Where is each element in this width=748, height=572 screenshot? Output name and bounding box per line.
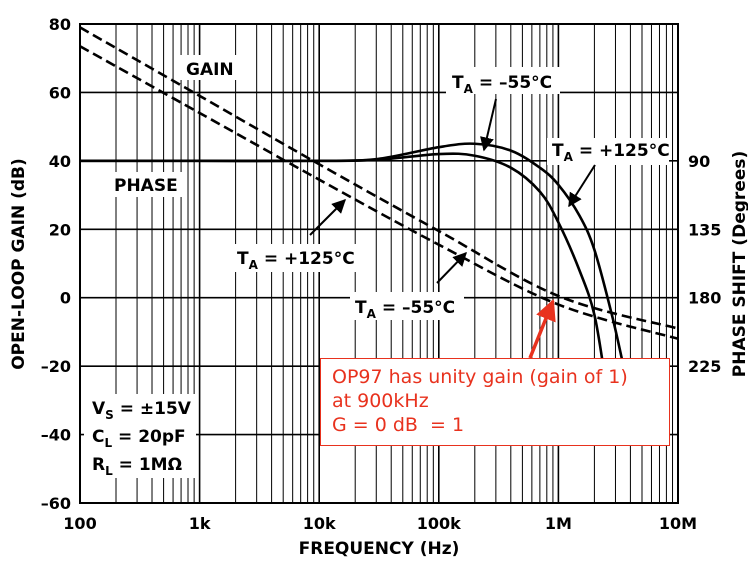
phase-tick-label: 135 [688, 220, 721, 239]
x-tick-label: 100 [63, 514, 96, 533]
callout-line-2: at 900kHz [332, 390, 429, 412]
phase-tick-label: 180 [688, 289, 721, 308]
condition-cl: CL = 20pF [92, 427, 186, 450]
x-tick-label: 100k [417, 514, 461, 533]
gain-label: GAIN [186, 60, 234, 80]
x-axis-title: FREQUENCY (Hz) [299, 539, 460, 559]
tick-labels: 100 1k 10k 100k 1M 10M 80 60 40 20 0 –20 –40 –60 90 135… [41, 15, 722, 533]
series-line-4 [80, 152, 617, 435]
y-axis-title-left: OPEN-LOOP GAIN (dB) [9, 158, 29, 370]
callout-arrow [528, 299, 556, 359]
ta-minus55-top-label: TA = –55°C [452, 73, 552, 96]
y-tick-label: 0 [60, 289, 71, 308]
plot-frame [79, 23, 679, 504]
y-axis-title-right: PHASE SHIFT (Degrees) [730, 151, 748, 377]
phase-label: PHASE [114, 176, 178, 196]
callout-line-1: OP97 has unity gain (gain of 1) [332, 366, 628, 388]
y-tick-label: 40 [49, 152, 71, 171]
y-tick-label: –60 [41, 494, 71, 513]
arrow-ta-plus125-bottom [309, 199, 346, 236]
x-tick-label: 1M [545, 514, 572, 533]
y-tick-label: 80 [49, 15, 71, 34]
unity-gain-callout: OP97 has unity gain (gain of 1) at 900kH… [320, 358, 670, 446]
condition-rl: RL = 1MΩ [92, 455, 182, 478]
callout-line-3: G = 0 dB = 1 [332, 414, 465, 436]
ta-plus125-bottom-label: TA = +125°C [237, 249, 355, 272]
ta-plus125-top-label: TA = +125°C [552, 141, 670, 164]
y-tick-label: 60 [49, 83, 71, 102]
x-tick-label: 1k [189, 514, 211, 533]
arrow-ta-minus55-top [480, 98, 497, 152]
y-tick-label: 20 [49, 220, 71, 239]
phase-tick-label: 90 [688, 152, 710, 171]
x-tick-label: 10M [659, 514, 697, 533]
series-layer [80, 26, 678, 435]
arrow-ta-plus125-top [568, 164, 596, 208]
phase-tick-label: 225 [688, 357, 721, 376]
arrow-ta-minus55-bottom [436, 251, 467, 284]
y-tick-label: –40 [41, 426, 71, 445]
x-tick-label: 10k [303, 514, 336, 533]
series-line-1 [80, 26, 678, 330]
ta-minus55-bottom-label: TA = –55°C [355, 298, 455, 321]
condition-vs: VS = ±15V [92, 399, 192, 422]
annotation-labels: GAIN PHASE TA = –55°C TA = +125°C TA = +… [84, 55, 670, 478]
y-tick-label: –20 [41, 357, 71, 376]
series-line-2 [80, 45, 678, 341]
